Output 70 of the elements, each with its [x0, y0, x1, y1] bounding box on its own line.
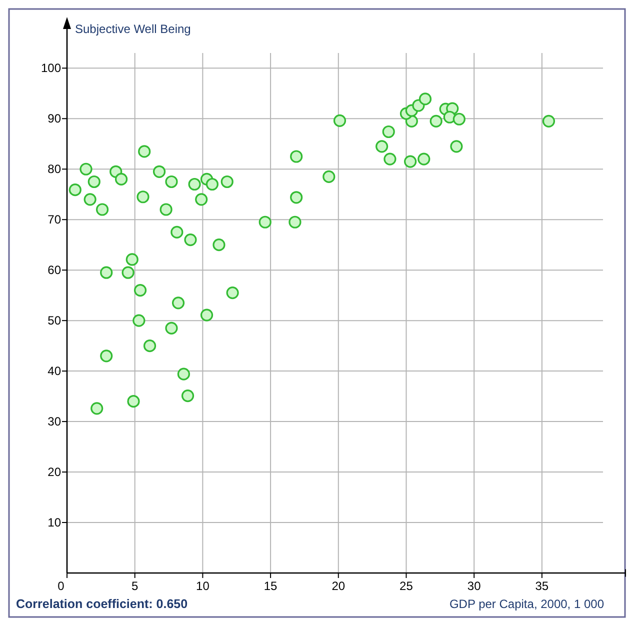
- point: [333, 114, 346, 127]
- point: [172, 296, 185, 310]
- point: [100, 350, 113, 362]
- point: [170, 226, 184, 239]
- point: [542, 114, 556, 128]
- point: [188, 178, 201, 191]
- point: [290, 191, 303, 204]
- x-tick-label: 15: [264, 579, 278, 593]
- x-tick-label: 10: [196, 579, 210, 593]
- point: [88, 175, 100, 188]
- y-tick-label: 50: [48, 314, 62, 328]
- point: [114, 172, 128, 186]
- point: [138, 145, 151, 158]
- point: [430, 114, 442, 128]
- point: [220, 175, 234, 188]
- point: [122, 266, 134, 279]
- x-tick-label: 25: [400, 579, 414, 593]
- point: [127, 395, 140, 408]
- point: [258, 216, 272, 228]
- y-tick-label: 80: [48, 162, 62, 176]
- point: [288, 216, 302, 228]
- point: [450, 140, 463, 153]
- x-tick-label: 35: [535, 579, 549, 593]
- point: [177, 368, 190, 380]
- point: [132, 314, 146, 327]
- point: [200, 308, 214, 322]
- point: [181, 389, 194, 402]
- point: [90, 402, 104, 415]
- point: [226, 286, 239, 300]
- y-tick-label: 20: [48, 465, 62, 480]
- point: [126, 253, 138, 266]
- point: [322, 170, 336, 183]
- y-axis-title: Subjective Well Being: [75, 22, 191, 36]
- y-tick-label: 40: [48, 364, 62, 378]
- y-tick-label: 70: [48, 212, 62, 227]
- point: [134, 284, 147, 297]
- point: [184, 233, 197, 246]
- y-tick-label: 60: [48, 263, 62, 278]
- point: [290, 150, 303, 163]
- y-tick-label: 30: [48, 414, 62, 429]
- y-tick-label: 90: [48, 112, 62, 126]
- y-tick-label: 100: [40, 61, 62, 76]
- point: [165, 322, 178, 334]
- point: [212, 238, 226, 252]
- x-tick-label: 0: [58, 579, 65, 593]
- point: [136, 190, 150, 204]
- point: [382, 125, 395, 138]
- point: [96, 203, 109, 216]
- point: [165, 175, 178, 188]
- point: [206, 178, 218, 191]
- point: [404, 155, 417, 168]
- point: [152, 165, 166, 178]
- x-tick-label: 30: [467, 579, 482, 593]
- point: [452, 112, 466, 126]
- text: Correlation coefficient: 0.650: [16, 597, 188, 611]
- point: [384, 152, 396, 166]
- point: [143, 340, 156, 352]
- x-tick-label: 20: [332, 579, 346, 593]
- point: [84, 193, 96, 206]
- y-tick-label: 10: [48, 516, 62, 530]
- point: [376, 140, 388, 153]
- point: [160, 203, 172, 216]
- point: [418, 152, 430, 166]
- point: [80, 162, 92, 176]
- point: [195, 193, 208, 206]
- point: [68, 184, 82, 196]
- x-tick-label: 5: [132, 579, 139, 593]
- point: [418, 92, 432, 106]
- x-axis-title: GDP per Capita, 2000, 1 000: [449, 597, 604, 611]
- point: [100, 266, 113, 279]
